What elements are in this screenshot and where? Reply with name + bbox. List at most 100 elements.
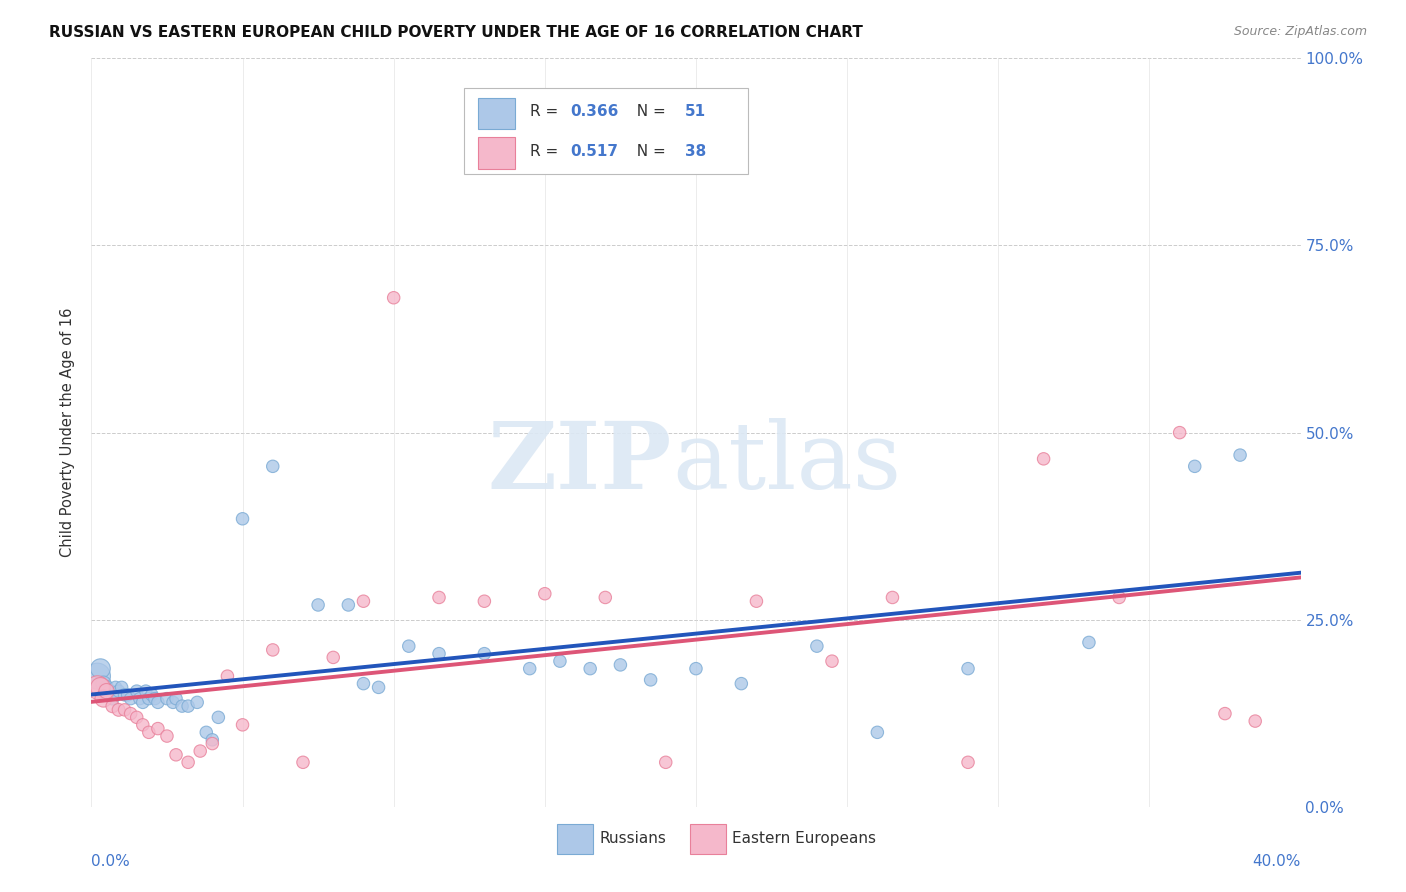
Point <box>156 729 179 743</box>
Text: Eastern Europeans: Eastern Europeans <box>733 831 876 847</box>
Point <box>162 695 184 709</box>
Point <box>231 718 253 732</box>
Point <box>86 681 108 695</box>
Point <box>1244 714 1267 728</box>
Point <box>188 744 211 758</box>
Point <box>96 684 118 698</box>
Point <box>165 691 187 706</box>
Point <box>165 747 187 762</box>
Point <box>141 688 163 702</box>
Point <box>120 691 142 706</box>
Point <box>1077 635 1099 649</box>
Bar <box>478 137 515 169</box>
Bar <box>478 97 515 129</box>
Point <box>548 654 571 668</box>
Point <box>262 643 284 657</box>
Point <box>519 662 541 676</box>
Point <box>132 695 155 709</box>
Point <box>125 710 148 724</box>
Point <box>114 703 136 717</box>
Point <box>146 695 169 709</box>
Point <box>609 657 631 672</box>
Point <box>135 684 157 698</box>
Point <box>367 681 389 695</box>
Text: N =: N = <box>627 104 671 120</box>
Point <box>956 662 979 676</box>
Text: 40.0%: 40.0% <box>1253 854 1301 869</box>
Point <box>101 699 124 714</box>
Point <box>398 639 420 653</box>
Bar <box>690 823 725 854</box>
Point <box>882 591 904 605</box>
Point <box>427 647 450 661</box>
Point <box>472 647 495 661</box>
Point <box>956 756 979 770</box>
Point <box>120 706 142 721</box>
Point <box>138 691 160 706</box>
Point <box>98 684 121 698</box>
Point <box>640 673 662 687</box>
Point <box>177 756 200 770</box>
Text: 0.366: 0.366 <box>571 104 619 120</box>
Point <box>217 669 239 683</box>
Text: atlas: atlas <box>672 417 901 508</box>
Text: Russians: Russians <box>599 831 666 847</box>
Point <box>177 699 200 714</box>
Point <box>1032 451 1054 466</box>
Text: 51: 51 <box>685 104 706 120</box>
Point <box>654 756 676 770</box>
Point <box>93 691 115 706</box>
Point <box>207 710 229 724</box>
Point <box>201 732 224 747</box>
Point <box>146 722 169 736</box>
Point <box>322 650 344 665</box>
Point <box>172 699 194 714</box>
Point <box>262 459 284 474</box>
Point <box>685 662 707 676</box>
Point <box>201 737 224 751</box>
Text: N =: N = <box>627 144 671 159</box>
Point <box>96 681 118 695</box>
Text: ZIP: ZIP <box>488 417 672 508</box>
Point <box>128 691 150 706</box>
Point <box>806 639 828 653</box>
Point <box>107 684 129 698</box>
Point <box>1108 591 1130 605</box>
Point <box>143 691 166 706</box>
Point <box>117 688 139 702</box>
Point <box>89 681 111 695</box>
Point <box>132 718 155 732</box>
Point <box>1168 425 1191 440</box>
Point <box>427 591 450 605</box>
Point <box>352 676 374 690</box>
Point <box>138 725 160 739</box>
Point <box>307 598 329 612</box>
Point <box>821 654 844 668</box>
Text: R =: R = <box>530 144 564 159</box>
Point <box>186 695 208 709</box>
Text: Source: ZipAtlas.com: Source: ZipAtlas.com <box>1233 25 1367 38</box>
Text: 38: 38 <box>685 144 706 159</box>
Point <box>352 594 374 608</box>
Point <box>1184 459 1206 474</box>
Y-axis label: Child Poverty Under the Age of 16: Child Poverty Under the Age of 16 <box>60 308 76 558</box>
Point <box>125 684 148 698</box>
Point <box>156 691 179 706</box>
Point <box>382 291 405 305</box>
Text: 0.0%: 0.0% <box>91 854 131 869</box>
Point <box>579 662 602 676</box>
Point <box>231 512 253 526</box>
Point <box>595 591 617 605</box>
Point <box>1213 706 1236 721</box>
Point <box>730 676 752 690</box>
Point <box>107 703 129 717</box>
Point <box>866 725 889 739</box>
Point <box>533 587 555 601</box>
Point <box>292 756 315 770</box>
Point <box>1229 448 1251 462</box>
Point <box>111 681 132 695</box>
Point <box>114 688 136 702</box>
Point <box>101 691 124 706</box>
Text: R =: R = <box>530 104 564 120</box>
Point <box>104 681 127 695</box>
